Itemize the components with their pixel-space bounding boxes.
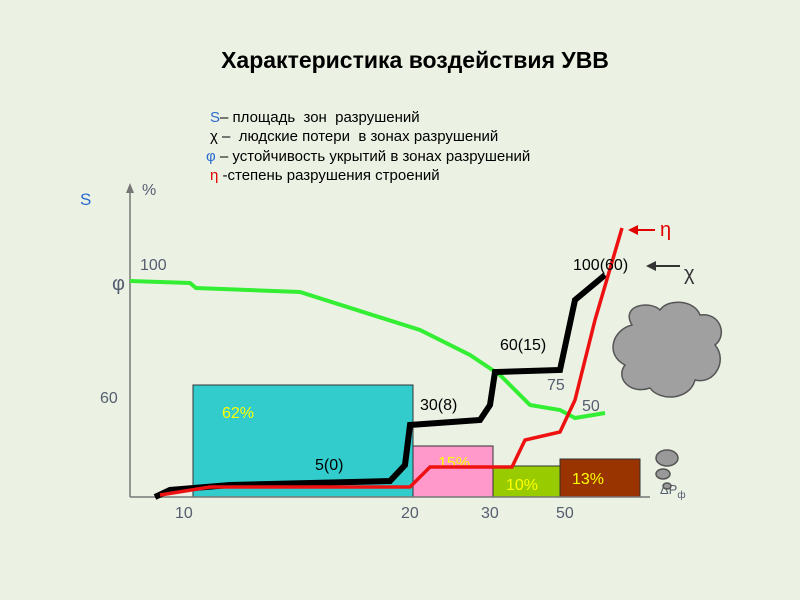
curve-label: 60(15): [500, 337, 546, 354]
zone-label: 15%: [438, 455, 470, 472]
axis-label: 100: [140, 257, 167, 274]
explosion-cloud: [612, 301, 722, 490]
title: Характеристика воздействия УВВ: [221, 47, 609, 73]
curve-label: 75: [547, 377, 565, 394]
curve-label: 5(0): [315, 457, 343, 474]
axis-label: S: [80, 190, 91, 209]
x-tick-label: 50: [556, 505, 574, 522]
axis-label: %: [142, 182, 156, 199]
legend-symbol: φ: [206, 148, 216, 165]
legend-symbol: η: [210, 167, 218, 184]
zone-label: 13%: [572, 471, 604, 488]
eta-marker: η: [660, 219, 671, 241]
zone-rect: [192, 384, 414, 498]
chi-marker: χ: [684, 263, 695, 285]
legend-row: S– площадь зон разрушений: [210, 109, 420, 126]
legend-row: χ – людские потери в зонах разрушений: [210, 128, 498, 145]
curve-label: 30(8): [420, 397, 457, 414]
eta-curve: [159, 227, 624, 497]
x-tick-label: 30: [481, 505, 499, 522]
legend-text: – площадь зон разрушений: [220, 109, 420, 126]
zone-label: 62%: [222, 405, 254, 422]
legend-symbol: χ: [210, 128, 218, 145]
curve-label: 50: [582, 398, 600, 415]
axis-label: φ: [112, 273, 125, 295]
legend-text: -степень разрушения строений: [218, 167, 439, 184]
legend-row: η -степень разрушения строений: [210, 167, 440, 184]
eta-arrow-head: [628, 225, 638, 235]
curve-label: 100(60): [573, 257, 628, 274]
axis-label: 60: [100, 390, 118, 407]
phi-curve: [129, 279, 606, 421]
x-tick-label: 10: [175, 505, 193, 522]
zone-label: 10%: [506, 477, 538, 494]
zone-rect: [559, 458, 641, 498]
axis-label-sub: ф: [677, 489, 685, 501]
chi-arrow-head: [646, 261, 656, 271]
legend-symbol: S: [210, 109, 220, 126]
x-tick-label: 20: [401, 505, 419, 522]
legend-row: φ – устойчивость укрытий в зонах разруше…: [206, 148, 530, 165]
axis-arrow: [126, 183, 134, 193]
legend-text: – людские потери в зонах разрушений: [218, 128, 498, 145]
legend-text: – устойчивость укрытий в зонах разрушени…: [216, 148, 531, 165]
